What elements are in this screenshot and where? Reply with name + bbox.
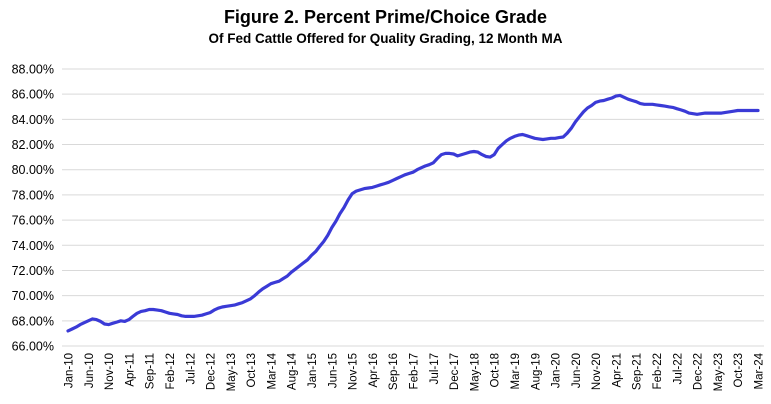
chart-subtitle: Of Fed Cattle Offered for Quality Gradin… [208, 31, 563, 46]
x-tick-label: Mar-24 [754, 352, 766, 389]
x-tick-label: May-13 [226, 353, 238, 391]
x-tick-label: Apr-11 [124, 353, 136, 387]
x-tick-label: Sep-21 [632, 353, 644, 390]
x-tick-label: Oct-23 [733, 353, 745, 388]
x-tick-label: May-23 [713, 353, 725, 391]
x-tick-label: Oct-13 [246, 353, 258, 388]
y-tick-label: 82.00% [12, 138, 54, 152]
x-tick-label: Mar-14 [266, 352, 278, 389]
y-tick-label: 72.00% [12, 264, 54, 278]
x-tick-label: May-18 [469, 353, 481, 391]
y-tick-label: 66.00% [12, 340, 54, 354]
x-tick-label: Aug-19 [530, 353, 542, 390]
chart-title: Figure 2. Percent Prime/Choice Grade [223, 7, 548, 27]
x-tick-label: Jul-17 [429, 353, 441, 384]
y-tick-label: 70.00% [12, 289, 54, 303]
x-tick-label: Feb-22 [652, 353, 664, 389]
x-tick-label: Apr-21 [611, 353, 623, 388]
x-tick-label: Oct-18 [490, 353, 502, 388]
y-tick-label: 84.00% [12, 113, 54, 127]
x-tick-label: Feb-17 [409, 353, 421, 389]
x-tick-label: Sep-16 [388, 353, 400, 390]
x-tick-label: Nov-15 [348, 353, 360, 390]
y-tick-label: 74.00% [12, 239, 54, 253]
x-tick-label: Nov-10 [104, 353, 116, 390]
x-tick-label: Dec-12 [206, 353, 218, 390]
y-tick-label: 80.00% [12, 163, 54, 177]
x-tick-label: Nov-20 [591, 353, 603, 390]
y-tick-label: 78.00% [12, 188, 54, 202]
x-tick-label: Jan-20 [551, 353, 563, 388]
y-tick-label: 88.00% [12, 63, 54, 77]
x-tick-label: Jun-10 [84, 353, 96, 388]
x-tick-label: Jan-15 [307, 353, 319, 388]
x-tick-label: Jul-12 [185, 353, 197, 384]
y-tick-label: 68.00% [12, 314, 54, 328]
x-tick-label: Jun-15 [327, 353, 339, 388]
x-tick-label: Dec-17 [449, 353, 461, 390]
x-tick-label: Aug-14 [287, 352, 299, 390]
series-line-prime-choice [66, 93, 760, 333]
x-tick-label: Feb-12 [165, 353, 177, 389]
x-tick-label: Jul-22 [672, 353, 684, 384]
x-tick-label: Dec-22 [693, 353, 705, 390]
x-tick-label: Sep-11 [145, 353, 157, 389]
x-tick-label: Jun-20 [571, 353, 583, 388]
x-tick-label: Jan-10 [64, 353, 76, 388]
x-tick-label: Mar-19 [510, 353, 522, 389]
y-tick-label: 76.00% [12, 214, 54, 228]
y-tick-label: 86.00% [12, 88, 54, 102]
x-tick-label: Apr-16 [368, 353, 380, 388]
